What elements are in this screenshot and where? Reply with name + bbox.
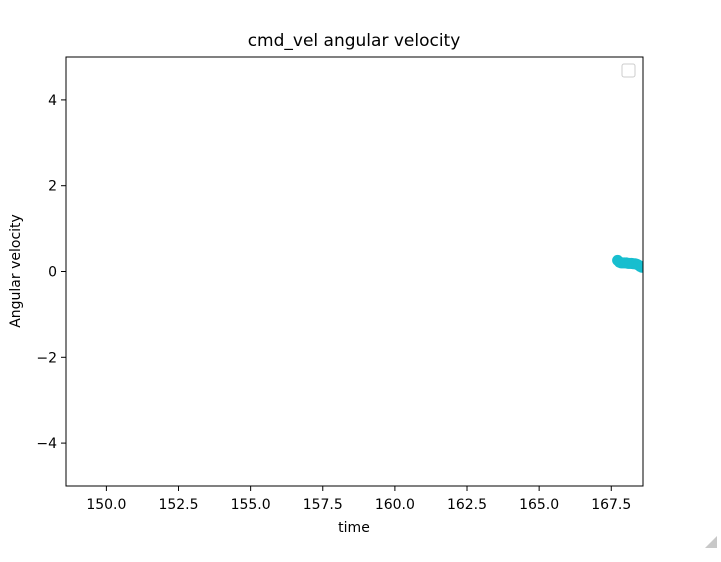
- x-axis: 150.0 152.5 155.0 157.5 160.0 162.5 165.0 167.5: [86, 486, 631, 513]
- plot-frame: [65, 56, 644, 487]
- chart-title: cmd_vel angular velocity: [248, 31, 461, 51]
- x-tick-label: 150.0: [86, 497, 126, 513]
- y-axis: 4 2 0 −2 −4: [36, 93, 66, 452]
- x-axis-label: time: [338, 520, 370, 536]
- x-tick-label: 157.5: [303, 497, 343, 513]
- y-tick-label: −2: [36, 350, 57, 366]
- y-tick-label: 2: [48, 179, 57, 195]
- resize-grip-icon[interactable]: [705, 536, 717, 548]
- x-tick-label: 155.0: [231, 497, 271, 513]
- y-tick-label: −4: [36, 436, 57, 452]
- x-tick-label: 167.5: [591, 497, 631, 513]
- scatter-points: [612, 254, 643, 273]
- x-tick-label: 160.0: [375, 497, 415, 513]
- y-axis-label: Angular velocity: [8, 214, 24, 328]
- y-tick-label: 4: [48, 93, 57, 109]
- x-tick-label: 152.5: [158, 497, 198, 513]
- scatter-point: [636, 261, 643, 273]
- x-tick-label: 165.0: [519, 497, 559, 513]
- y-tick-label: 0: [48, 265, 57, 281]
- legend-box: [621, 63, 636, 78]
- x-tick-label: 162.5: [447, 497, 487, 513]
